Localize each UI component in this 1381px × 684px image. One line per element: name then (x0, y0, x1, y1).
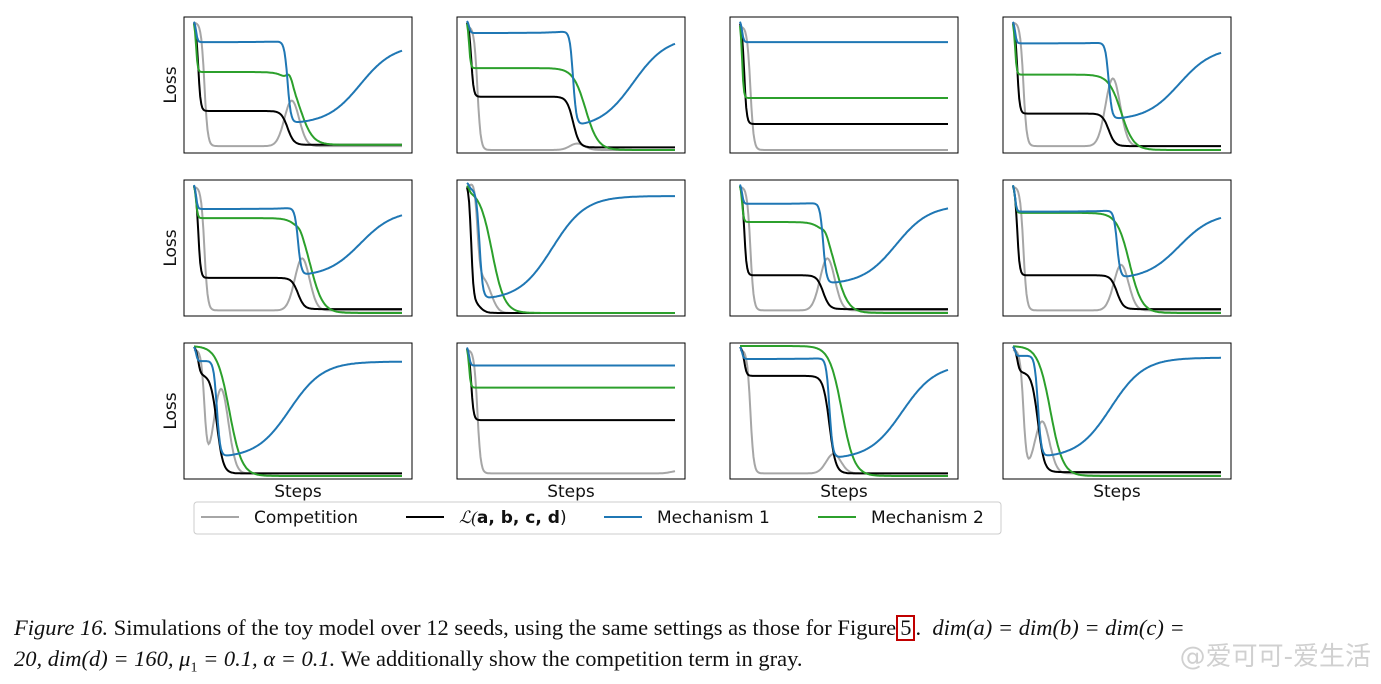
series-mechanism-1-line (466, 182, 675, 299)
subplot-frame (729, 16, 959, 154)
legend-label-mech2: Mechanism 2 (871, 508, 984, 528)
y-axis-label: Loss (161, 66, 181, 103)
subplot-frame (183, 16, 413, 154)
subplot-seed-11 (729, 342, 959, 480)
figure-reference-link[interactable]: 5 (896, 615, 916, 641)
caption-math-2b: = 0.1, α = 0.1. (197, 646, 336, 671)
y-axis-label: Loss (161, 392, 181, 429)
series-mechanism-1-line (1012, 184, 1222, 278)
series-competition-line (1012, 21, 1221, 148)
subplot-frame (729, 342, 959, 480)
series-mechanism-2-line (466, 185, 675, 314)
subplot-seed-3 (729, 16, 959, 154)
caption-mu-subscript: 1 (190, 660, 198, 676)
watermark: @爱可可-爱生活 (1179, 642, 1371, 672)
subplot-frame (183, 342, 413, 480)
series-loss-line (466, 348, 675, 422)
subplot-seed-9 (183, 342, 413, 480)
series-mechanism-2-line (466, 23, 675, 151)
series-mechanism-2-line (1012, 345, 1221, 477)
series-loss-line (1012, 22, 1221, 148)
series-loss-line (1012, 185, 1221, 311)
series-loss-line (739, 346, 948, 475)
subplot-seed-7 (729, 179, 959, 317)
series-loss-line (193, 186, 402, 311)
series-mechanism-2-line (739, 25, 948, 99)
series-competition-line (466, 349, 676, 475)
legend: Competition ℒ(a, b, c, d) Mechanism 1 Me… (193, 501, 1002, 535)
subplot-seed-10 (456, 342, 686, 480)
series-mechanism-2-line (740, 345, 948, 477)
subplot-frame (183, 179, 413, 317)
legend-label-mech1: Mechanism 1 (657, 508, 770, 528)
series-mechanism-1-line (1012, 345, 1221, 457)
subplot-frame (1002, 179, 1232, 317)
series-loss-line (466, 22, 675, 149)
series-mechanism-2-line (466, 349, 675, 389)
series-competition-line (193, 186, 402, 312)
series-mechanism-2-line (193, 185, 402, 314)
subplot-frame (1002, 16, 1232, 154)
series-competition-line (193, 21, 402, 148)
series-competition-line (739, 25, 948, 151)
x-axis-label: Steps (820, 482, 868, 502)
series-mechanism-1-line (466, 20, 676, 125)
subplot-seed-8 (1002, 179, 1232, 317)
series-competition-line (739, 349, 948, 475)
series-mechanism-1-line (193, 184, 403, 275)
subplot-seed-12 (1002, 342, 1232, 480)
series-mechanism-2-line (739, 185, 948, 314)
legend-label-competition: Competition (254, 508, 358, 528)
series-mechanism-1-line (193, 346, 402, 457)
caption-label: Figure 16. (14, 615, 109, 640)
caption-text-2: We additionally show the competition ter… (335, 646, 803, 671)
subplot-seed-4 (1002, 16, 1232, 154)
caption-text: Simulations of the toy model over 12 see… (108, 615, 897, 640)
series-loss-line (193, 346, 402, 475)
subplot-frame (1002, 342, 1232, 480)
subplot-frame (456, 16, 686, 154)
subplot-frame (456, 342, 686, 480)
series-mechanism-1-line (193, 21, 403, 123)
x-axis-label: Steps (274, 482, 322, 502)
subplot-seed-1 (183, 16, 413, 154)
subplot-seed-6 (456, 179, 686, 317)
series-loss-line (739, 185, 948, 311)
x-axis-label: Steps (1093, 482, 1141, 502)
series-mechanism-1-line (739, 346, 949, 458)
subplot-frame (729, 179, 959, 317)
series-competition-line (466, 183, 675, 314)
series-loss-line (739, 23, 948, 125)
series-mechanism-2-line (193, 345, 402, 477)
subplot-seed-5 (183, 179, 413, 317)
figure: Loss Loss Loss Steps Steps Steps Steps Compet… (161, 16, 1232, 535)
legend-label-loss: ℒ(a, b, c, d) (459, 508, 567, 528)
caption-math-1: dim(a) = dim(b) = dim(c) = (932, 615, 1185, 640)
series-mechanism-2-line (1012, 23, 1221, 151)
figure-caption: Figure 16. Simulations of the toy model … (14, 615, 1185, 676)
x-axis-label: Steps (547, 482, 595, 502)
series-competition-line (1012, 349, 1221, 475)
series-mechanism-2-line (1012, 185, 1221, 314)
series-loss-line (466, 187, 675, 314)
series-mechanism-1-line (1012, 21, 1222, 120)
series-mechanism-1-line (466, 347, 675, 367)
caption-math-2: 20, dim(d) = 160, μ (14, 646, 191, 671)
y-axis-label: Loss (161, 229, 181, 266)
series-mechanism-1-line (739, 21, 948, 44)
series-competition-line (739, 186, 948, 312)
subplot-seed-2 (456, 16, 686, 154)
series-competition-line (1012, 186, 1221, 312)
subplot-frame (456, 179, 686, 317)
series-loss-line (1012, 346, 1221, 474)
series-mechanism-1-line (739, 184, 949, 284)
series-mechanism-2-line (193, 23, 402, 146)
